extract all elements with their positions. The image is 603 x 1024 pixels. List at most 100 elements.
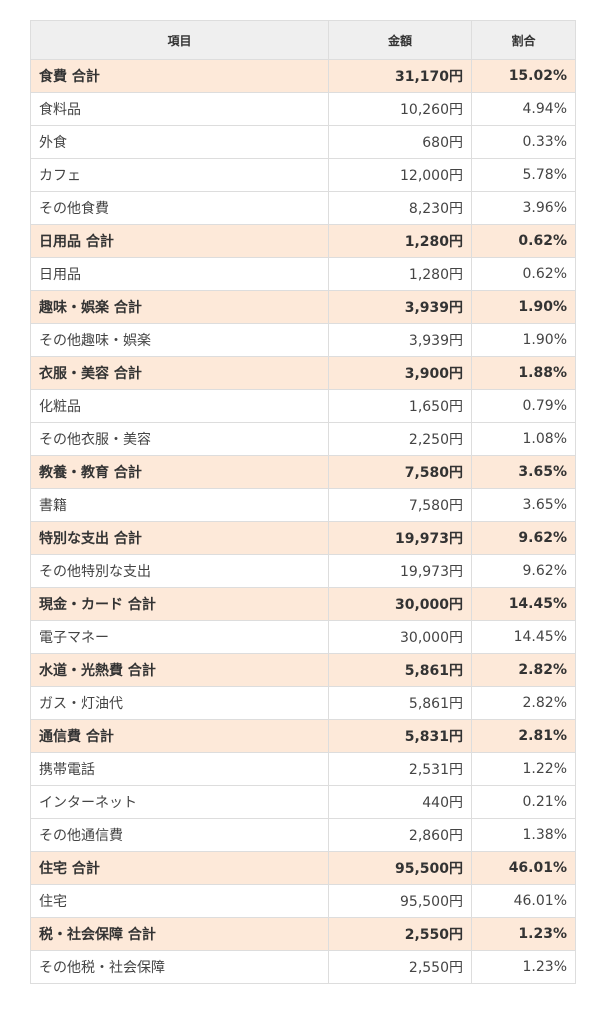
category-total-row: 住宅 合計 95,500円 46.01% <box>30 851 576 885</box>
table-row: 書籍 7,580円 3.65% <box>30 488 576 522</box>
category-total-row: 衣服・美容 合計 3,900円 1.88% <box>30 356 576 390</box>
table-row: その他衣服・美容 2,250円 1.08% <box>30 422 576 456</box>
table-row: インターネット 440円 0.21% <box>30 785 576 819</box>
cell-amount: 5,861円 <box>328 686 472 720</box>
cell-item: ガス・灯油代 <box>30 686 329 720</box>
header-item: 項目 <box>30 20 329 60</box>
table-row: 外食 680円 0.33% <box>30 125 576 159</box>
cell-ratio: 0.79% <box>471 389 576 423</box>
cell-item: その他税・社会保障 <box>30 950 329 984</box>
expense-table-container: 項目 金額 割合 食費 合計 31,170円 15.02% 食料品 10,260円 4.9… <box>30 20 576 984</box>
cell-ratio: 14.45% <box>471 587 576 621</box>
cell-ratio: 2.82% <box>471 653 576 687</box>
cell-ratio: 3.65% <box>471 488 576 522</box>
cell-ratio: 2.82% <box>471 686 576 720</box>
category-total-row: 趣味・娯楽 合計 3,939円 1.90% <box>30 290 576 324</box>
cell-ratio: 1.90% <box>471 323 576 357</box>
cell-ratio: 0.62% <box>471 224 576 258</box>
cell-ratio: 1.90% <box>471 290 576 324</box>
cell-item: 外食 <box>30 125 329 159</box>
cell-item: その他通信費 <box>30 818 329 852</box>
table-row: 住宅 95,500円 46.01% <box>30 884 576 918</box>
cell-ratio: 5.78% <box>471 158 576 192</box>
table-row: 日用品 1,280円 0.62% <box>30 257 576 291</box>
cell-amount: 5,831円 <box>328 719 472 753</box>
cell-amount: 2,550円 <box>328 950 472 984</box>
cell-ratio: 1.88% <box>471 356 576 390</box>
category-total-row: 食費 合計 31,170円 15.02% <box>30 59 576 93</box>
table-row: 携帯電話 2,531円 1.22% <box>30 752 576 786</box>
cell-ratio: 1.23% <box>471 950 576 984</box>
cell-ratio: 46.01% <box>471 884 576 918</box>
cell-amount: 1,650円 <box>328 389 472 423</box>
cell-amount: 7,580円 <box>328 455 472 489</box>
category-total-row: 現金・カード 合計 30,000円 14.45% <box>30 587 576 621</box>
cell-amount: 680円 <box>328 125 472 159</box>
table-row: ガス・灯油代 5,861円 2.82% <box>30 686 576 720</box>
cell-amount: 19,973円 <box>328 521 472 555</box>
cell-ratio: 1.23% <box>471 917 576 951</box>
cell-item: 通信費 合計 <box>30 719 329 753</box>
cell-amount: 95,500円 <box>328 884 472 918</box>
cell-amount: 8,230円 <box>328 191 472 225</box>
cell-item: 日用品 <box>30 257 329 291</box>
cell-item: その他食費 <box>30 191 329 225</box>
cell-amount: 1,280円 <box>328 224 472 258</box>
cell-amount: 1,280円 <box>328 257 472 291</box>
cell-ratio: 46.01% <box>471 851 576 885</box>
cell-amount: 30,000円 <box>328 620 472 654</box>
cell-item: その他衣服・美容 <box>30 422 329 456</box>
cell-amount: 2,550円 <box>328 917 472 951</box>
cell-ratio: 9.62% <box>471 521 576 555</box>
cell-ratio: 14.45% <box>471 620 576 654</box>
cell-ratio: 3.65% <box>471 455 576 489</box>
cell-item: 携帯電話 <box>30 752 329 786</box>
cell-item: 日用品 合計 <box>30 224 329 258</box>
cell-item: 食料品 <box>30 92 329 126</box>
category-total-row: 特別な支出 合計 19,973円 9.62% <box>30 521 576 555</box>
category-total-row: 水道・光熱費 合計 5,861円 2.82% <box>30 653 576 687</box>
cell-item: その他特別な支出 <box>30 554 329 588</box>
cell-ratio: 4.94% <box>471 92 576 126</box>
cell-amount: 2,860円 <box>328 818 472 852</box>
cell-item: その他趣味・娯楽 <box>30 323 329 357</box>
cell-amount: 12,000円 <box>328 158 472 192</box>
category-total-row: 日用品 合計 1,280円 0.62% <box>30 224 576 258</box>
table-row: 化粧品 1,650円 0.79% <box>30 389 576 423</box>
cell-amount: 440円 <box>328 785 472 819</box>
cell-ratio: 0.62% <box>471 257 576 291</box>
cell-ratio: 0.21% <box>471 785 576 819</box>
cell-ratio: 2.81% <box>471 719 576 753</box>
cell-amount: 2,531円 <box>328 752 472 786</box>
cell-item: 趣味・娯楽 合計 <box>30 290 329 324</box>
category-total-row: 教養・教育 合計 7,580円 3.65% <box>30 455 576 489</box>
cell-amount: 30,000円 <box>328 587 472 621</box>
table-row: カフェ 12,000円 5.78% <box>30 158 576 192</box>
cell-item: 教養・教育 合計 <box>30 455 329 489</box>
cell-item: 書籍 <box>30 488 329 522</box>
cell-ratio: 0.33% <box>471 125 576 159</box>
table-row: その他税・社会保障 2,550円 1.23% <box>30 950 576 984</box>
cell-amount: 10,260円 <box>328 92 472 126</box>
cell-item: 現金・カード 合計 <box>30 587 329 621</box>
cell-amount: 3,939円 <box>328 323 472 357</box>
cell-item: 税・社会保障 合計 <box>30 917 329 951</box>
cell-ratio: 1.22% <box>471 752 576 786</box>
cell-amount: 2,250円 <box>328 422 472 456</box>
cell-item: カフェ <box>30 158 329 192</box>
cell-ratio: 15.02% <box>471 59 576 93</box>
cell-amount: 5,861円 <box>328 653 472 687</box>
header-ratio: 割合 <box>471 20 576 60</box>
table-row: 食料品 10,260円 4.94% <box>30 92 576 126</box>
table-body: 食費 合計 31,170円 15.02% 食料品 10,260円 4.94% 外食 680円 0… <box>30 59 576 984</box>
table-row: 電子マネー 30,000円 14.45% <box>30 620 576 654</box>
cell-item: 水道・光熱費 合計 <box>30 653 329 687</box>
table-row: その他趣味・娯楽 3,939円 1.90% <box>30 323 576 357</box>
cell-item: 電子マネー <box>30 620 329 654</box>
category-total-row: 通信費 合計 5,831円 2.81% <box>30 719 576 753</box>
table-row: その他食費 8,230円 3.96% <box>30 191 576 225</box>
expense-table: 項目 金額 割合 食費 合計 31,170円 15.02% 食料品 10,260円 4.9… <box>30 20 576 984</box>
cell-item: 住宅 合計 <box>30 851 329 885</box>
cell-item: 特別な支出 合計 <box>30 521 329 555</box>
table-header: 項目 金額 割合 <box>30 20 576 60</box>
